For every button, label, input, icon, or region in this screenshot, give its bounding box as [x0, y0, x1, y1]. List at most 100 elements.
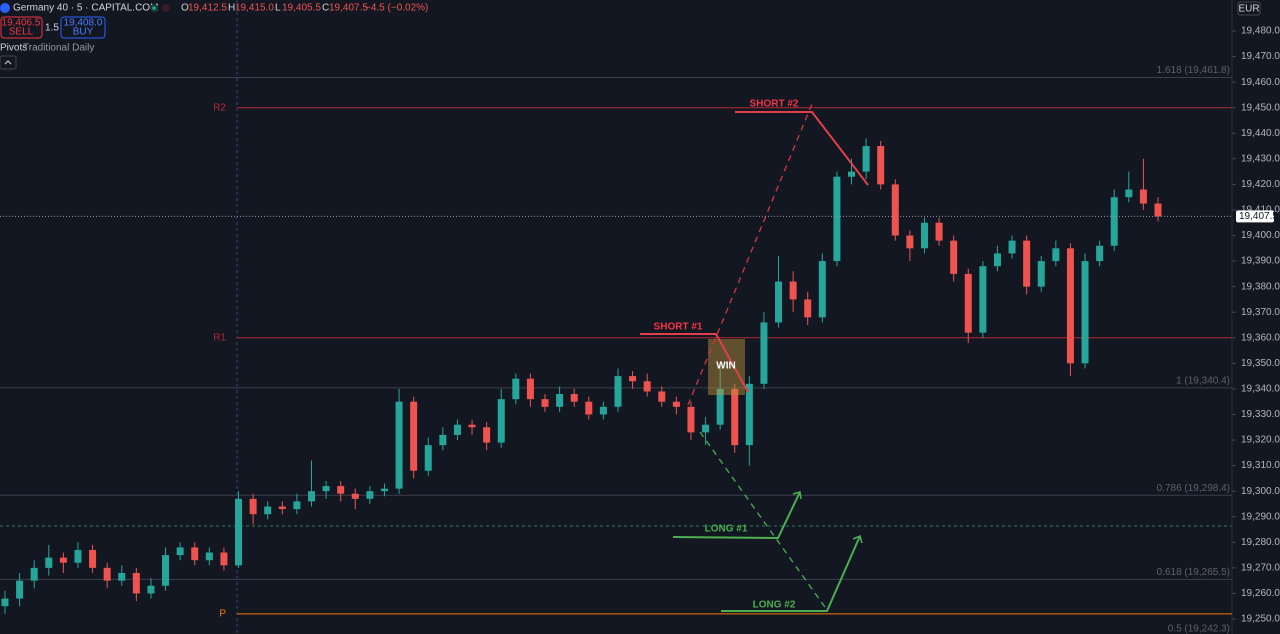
y-tick-label: 19,370.0 — [1241, 307, 1280, 318]
symbol-title[interactable]: Germany 40 · 5 · CAPITAL.COM — [13, 3, 158, 14]
long-2-line — [721, 535, 861, 612]
candle-body — [1139, 189, 1147, 204]
y-tick-label: 19,320.0 — [1241, 435, 1280, 446]
candle-body — [176, 547, 184, 556]
buy-price: 19,408.0 — [64, 18, 103, 29]
y-tick-label: 19,280.0 — [1241, 537, 1280, 548]
candle-body — [1023, 240, 1031, 287]
y-tick-label: 19,330.0 — [1241, 409, 1280, 420]
candle-body — [833, 176, 841, 262]
ohlc-key: O — [181, 3, 189, 14]
candle-body — [162, 555, 170, 586]
y-tick-label: 19,350.0 — [1241, 358, 1280, 369]
candle-body — [59, 557, 67, 563]
buy-label: BUY — [73, 27, 94, 38]
candle-body — [351, 493, 359, 499]
sell-button[interactable] — [0, 16, 43, 39]
y-tick-label: 19,400.0 — [1241, 230, 1280, 241]
candle-body — [74, 549, 82, 563]
candle-body — [147, 585, 155, 594]
candle-body — [541, 399, 549, 407]
candle-body — [979, 266, 987, 333]
candle-body — [337, 486, 345, 494]
candle-body — [950, 240, 958, 274]
candle-body — [877, 146, 885, 185]
currency-button[interactable] — [1237, 1, 1261, 16]
y-tick-label: 19,310.0 — [1241, 460, 1280, 471]
candle-body — [1096, 245, 1104, 262]
sell-label: SELL — [9, 27, 34, 38]
candle-body — [585, 401, 593, 415]
candle-body — [132, 572, 140, 594]
ohlc-key: L — [275, 3, 281, 14]
currency: EUR — [1238, 4, 1259, 15]
arrow-head — [792, 491, 802, 500]
fib-label: 1.618 (19,461.8) — [1157, 65, 1230, 76]
y-tick-label: 19,250.0 — [1241, 614, 1280, 625]
symbol-icon — [0, 3, 10, 13]
y-tick-label: 19,420.0 — [1241, 179, 1280, 190]
candle-body — [731, 388, 739, 446]
y-tick-label: 19,410.0 — [1241, 205, 1280, 216]
candle-body — [118, 572, 126, 581]
candle-body — [906, 235, 914, 249]
long-path — [699, 431, 828, 611]
candle-body — [789, 281, 797, 300]
candle-body — [497, 399, 505, 443]
y-tick-label: 19,430.0 — [1241, 153, 1280, 164]
candle-body — [658, 391, 666, 402]
ohlc-key: H — [228, 3, 235, 14]
candle-body — [920, 222, 928, 249]
annotation: LONG #2 — [753, 600, 796, 611]
fib-label: 0.786 (19,298.4) — [1157, 483, 1230, 494]
candle-body — [891, 184, 899, 236]
ohlc-value: 19,407.5 — [329, 3, 368, 14]
fib-label: 0.618 (19,265.5) — [1157, 567, 1230, 578]
collapse-button[interactable] — [0, 55, 17, 70]
candle-body — [1081, 261, 1089, 364]
annotation: SHORT #1 — [654, 322, 703, 333]
y-tick-label: 19,480.0 — [1241, 26, 1280, 37]
fib-label: 0.5 (19,242.3) — [1168, 624, 1230, 634]
ohlc-value: 19,412.5 — [188, 3, 227, 14]
status-dot — [152, 6, 156, 10]
candle-body — [278, 506, 286, 510]
candle-body — [672, 401, 680, 407]
y-tick-label: 19,390.0 — [1241, 256, 1280, 267]
indicator-params: Traditional Daily — [23, 43, 94, 54]
y-tick-label: 19,440.0 — [1241, 128, 1280, 139]
fib-label: 1 (19,340.4) — [1176, 376, 1230, 387]
candle-body — [804, 299, 812, 318]
candle-body — [380, 488, 388, 492]
candle-body — [89, 549, 97, 568]
candle-body — [556, 394, 564, 407]
candle-body — [643, 381, 651, 392]
buy-button[interactable] — [60, 16, 106, 39]
candle-body — [614, 376, 622, 407]
candle-body — [935, 222, 943, 241]
y-tick-label: 19,300.0 — [1241, 486, 1280, 497]
candle-body — [483, 427, 491, 443]
drawings — [640, 103, 869, 612]
candle-body — [220, 552, 228, 566]
candle-body — [395, 401, 403, 489]
annotation: LONG #1 — [705, 524, 748, 535]
candle-body — [818, 261, 826, 318]
candle-body — [1008, 240, 1016, 254]
candle-body — [205, 552, 213, 561]
indicator-name[interactable]: Pivots — [0, 43, 27, 54]
candle-body — [1, 598, 9, 607]
candle-body — [235, 498, 243, 566]
candle-body — [716, 388, 724, 425]
candle-body — [599, 406, 607, 415]
y-tick-label: 19,470.0 — [1241, 51, 1280, 62]
candle-body — [453, 424, 461, 435]
candle-body — [570, 394, 578, 402]
last-price-tag — [1236, 210, 1274, 223]
candle-body — [264, 506, 272, 515]
candle-body — [322, 486, 330, 492]
candle-body — [702, 424, 710, 433]
annotation: SHORT #2 — [750, 99, 799, 110]
ohlc-value: 19,405.5 — [282, 3, 321, 14]
